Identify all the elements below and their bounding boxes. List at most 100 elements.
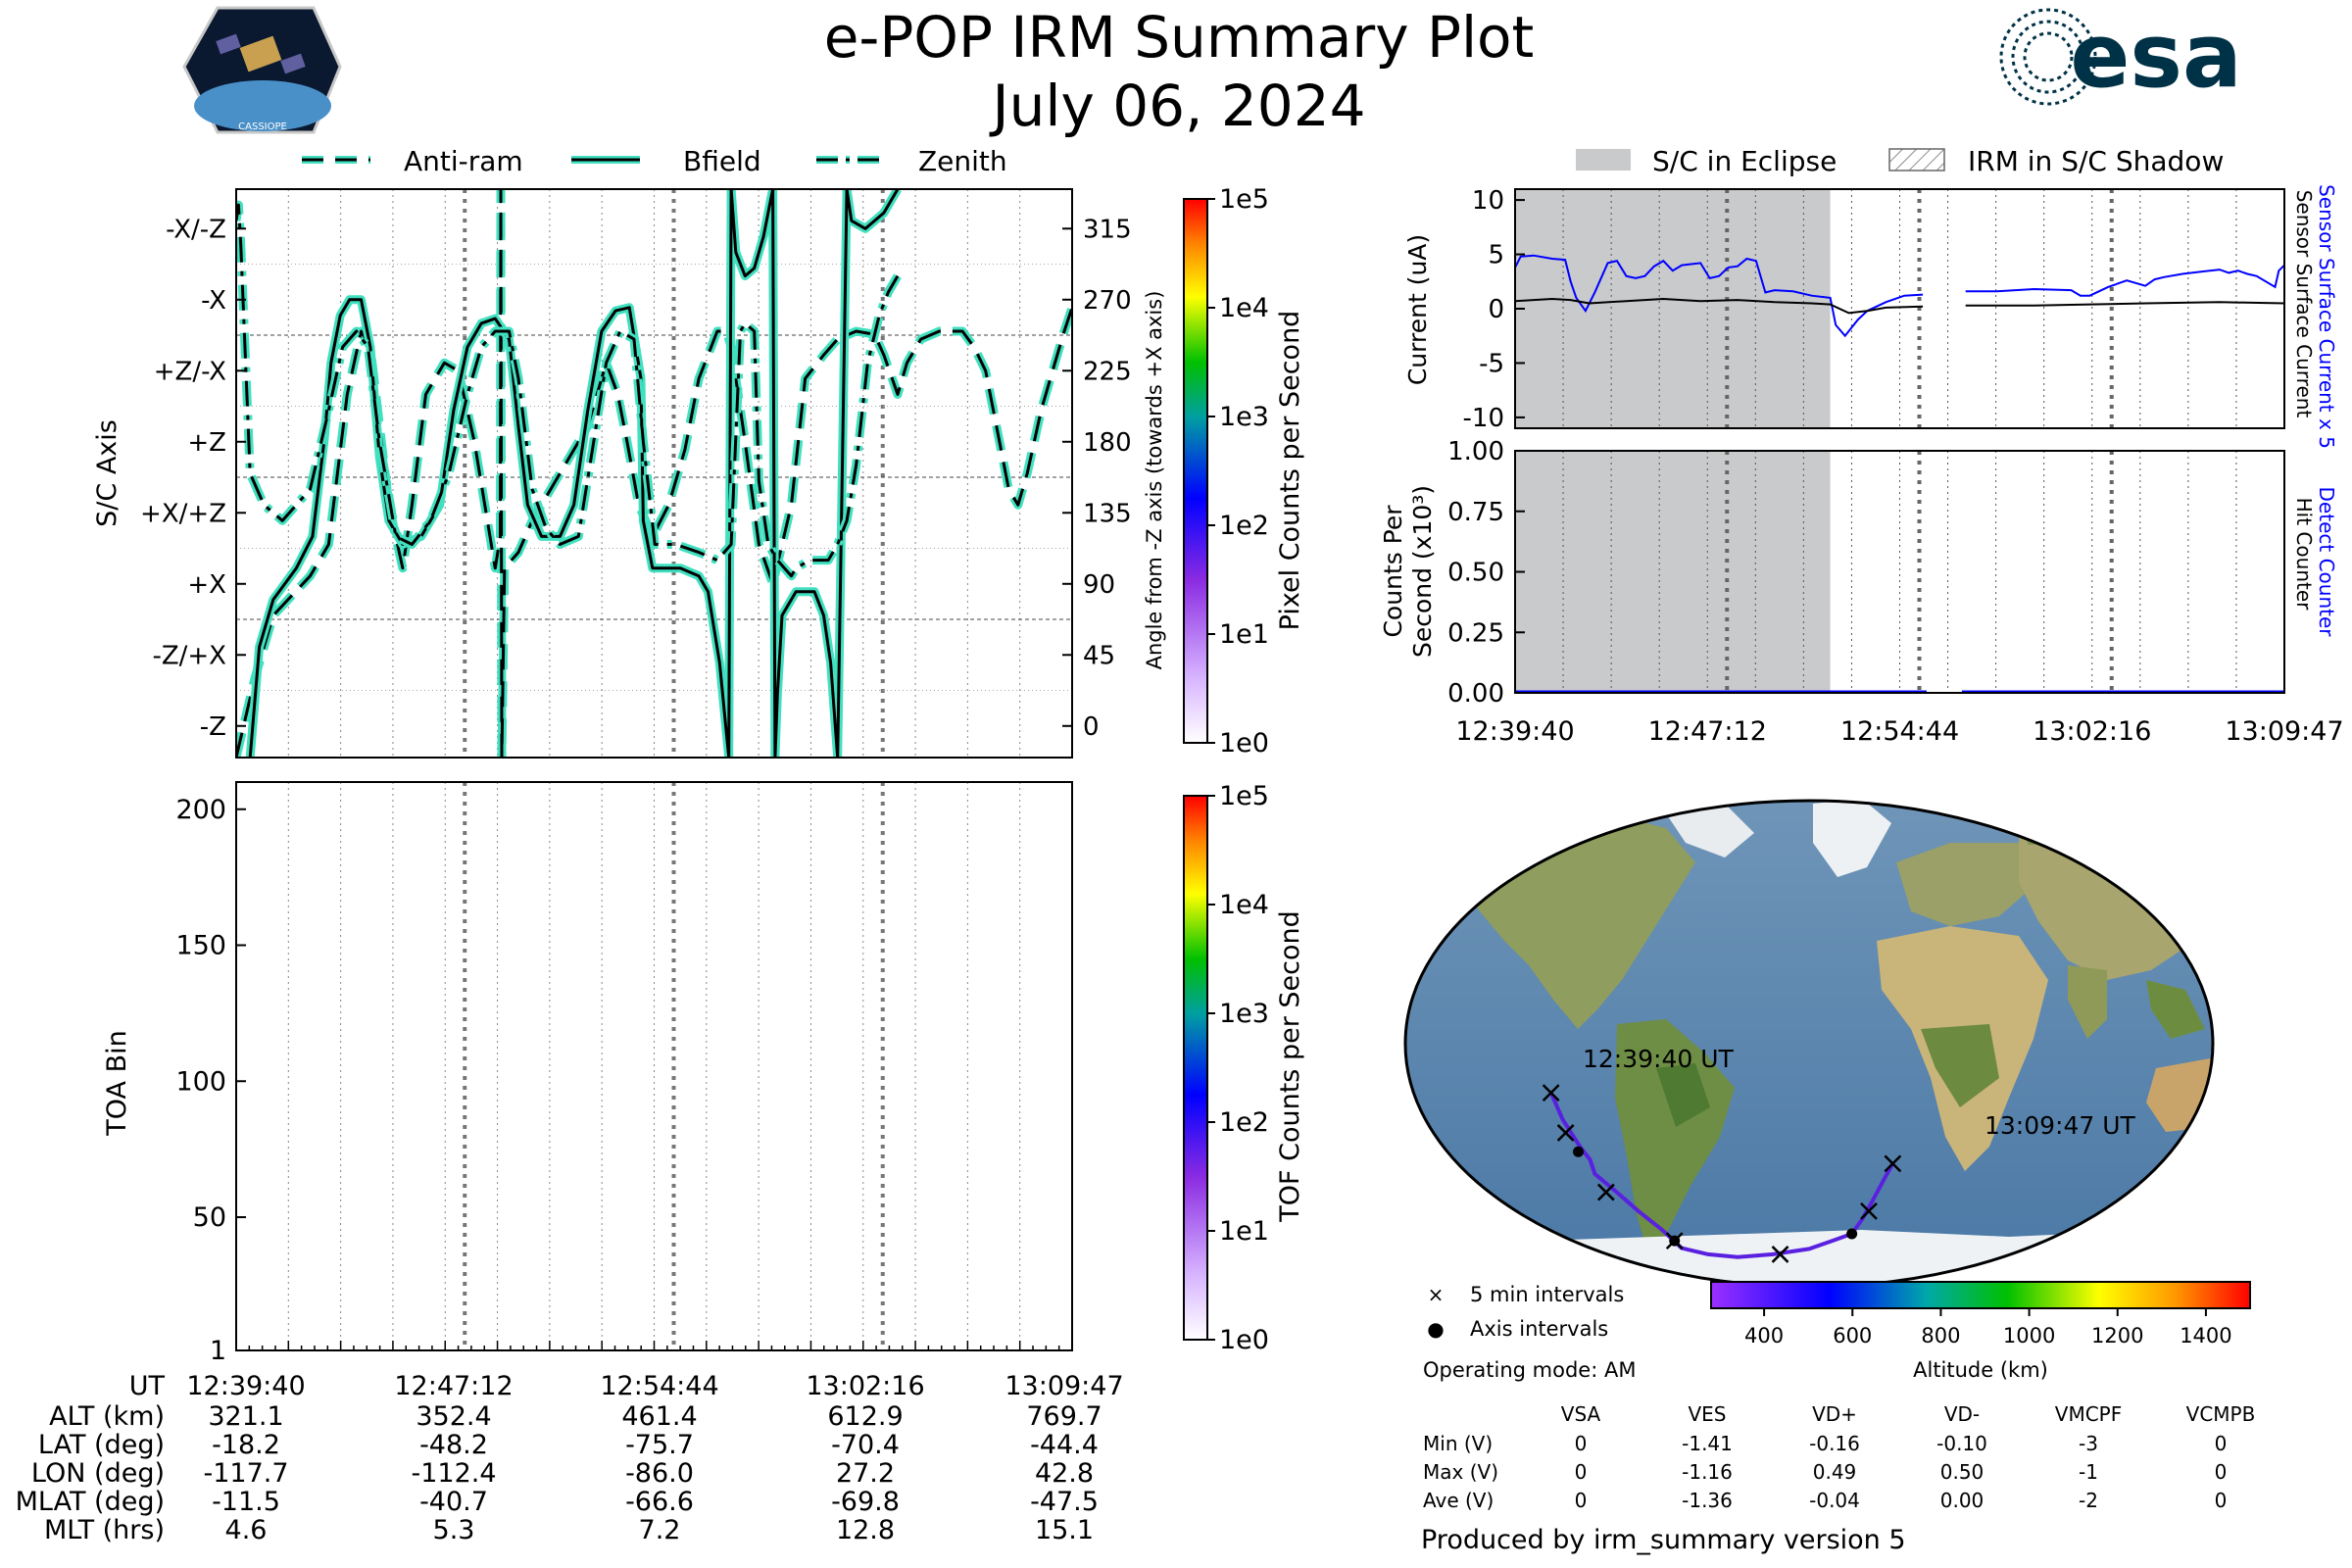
toa-tick-label: 50 (193, 1202, 226, 1233)
five-min-marker (1542, 1084, 1560, 1102)
five-min-marker-symbol: × (1428, 1283, 1445, 1306)
tof-colorbar: 1e0 1e1 1e2 1e3 1e4 1e5 TOF Counts per Second (1183, 781, 1305, 1355)
axis-marker-label: Axis intervals (1470, 1317, 1608, 1341)
sc-axis-left-tick-label: -X (201, 286, 226, 316)
counts-tick-label: 1.00 (1447, 437, 1504, 466)
ephemeris-cell: -86.0 (625, 1458, 694, 1489)
colorbar-tick-label: 1e2 (1219, 511, 1269, 541)
axis-marker-symbol: ● (1427, 1317, 1444, 1341)
colorbar-tick-label: 1e1 (1219, 1216, 1269, 1247)
sc-axis-right-ticks: 315 270 225 180 135 90 45 0 (1062, 215, 1132, 742)
ephemeris-cell: -47.5 (1030, 1487, 1099, 1517)
map-legend: × 5 min intervals ● Axis intervals Opera… (1423, 1283, 1636, 1382)
voltage-cell: 0.00 (1940, 1489, 1984, 1512)
ephemeris-cell: -44.4 (1030, 1430, 1099, 1460)
five-min-marker-label: 5 min intervals (1470, 1283, 1624, 1306)
ephemeris-cell: 12:54:44 (600, 1371, 718, 1401)
ephemeris-cell: 13:02:16 (806, 1371, 924, 1401)
map-start-label: 12:39:40 UT (1583, 1045, 1735, 1073)
legend-top-left: Anti-ram Bfield Zenith (302, 145, 1007, 177)
current-ylabel: Current (uA) (1403, 234, 1432, 385)
ephemeris-row-label: LAT (deg) (38, 1430, 165, 1460)
series-anti-ram-line (236, 189, 1072, 758)
ephemeris-cell: 461.4 (621, 1401, 697, 1432)
ephemeris-cell: -70.4 (831, 1430, 900, 1460)
world-map: 12:39:40 UT 13:09:47 UT (1403, 799, 2215, 1289)
colorbar-tick-label: 1e4 (1219, 293, 1269, 323)
ephemeris-cell: 27.2 (836, 1458, 895, 1489)
series-zenith-line (236, 203, 900, 578)
voltage-cell: -2 (2079, 1489, 2098, 1512)
operating-mode: Operating mode: AM (1423, 1358, 1636, 1382)
five-min-marker (1596, 1183, 1615, 1201)
pixel-colorbar-ticks: 1e0 1e1 1e2 1e3 1e4 1e5 (1207, 184, 1269, 759)
ephemeris-cell: 352.4 (416, 1401, 491, 1432)
voltage-row-label: Ave (V) (1423, 1489, 1494, 1512)
page-title: e-POP IRM Summary Plot (824, 4, 1535, 71)
legend-label-zenith: Zenith (918, 145, 1007, 177)
pixel-colorbar-label: Pixel Counts per Second (1275, 311, 1305, 631)
voltage-cell: 0 (2215, 1489, 2228, 1512)
current-tick-label: 0 (1488, 295, 1504, 324)
counts-tick-label: 0.75 (1447, 498, 1504, 527)
tof-colorbar-ticks: 1e0 1e1 1e2 1e3 1e4 1e5 (1207, 781, 1269, 1355)
sc-axis-left-tick-label: -X/-Z (166, 215, 226, 244)
mission-logo-label: CASSIOPE (238, 122, 287, 132)
counts-xtick-label: 12:39:40 (1455, 716, 1574, 747)
counts-tick-label: 0.25 (1447, 618, 1504, 648)
altitude-tick-label: 1200 (2091, 1324, 2143, 1348)
sc-axis-ylabel: S/C Axis (92, 419, 122, 527)
altitude-tick-label: 1400 (2180, 1324, 2231, 1348)
ephemeris-cell: -18.2 (212, 1430, 280, 1460)
voltage-table: VSA VES VD+ VD- VMCPF VCMPB Min (V) 0 -1.41 -0.16… (1423, 1402, 2255, 1512)
current-series (1515, 254, 2284, 338)
pixel-colorbar: 1e0 1e1 1e2 1e3 1e4 1e5 Pixel Counts per Seco… (1183, 184, 1305, 759)
colorbar-tick-label: 1e5 (1219, 184, 1269, 215)
altitude-colorbar: 400 600 800 1000 1200 1400 Altitude (km) (1710, 1281, 2251, 1382)
ephemeris-cell: 15.1 (1035, 1515, 1094, 1545)
ephemeris-cell: -66.6 (625, 1487, 694, 1517)
sc-axis-panel: -X/-Z -X +Z/-X +Z +X/+Z +X -Z/+X -Z 315 270 225 18… (92, 188, 1166, 759)
map-end-label: 13:09:47 UT (1984, 1111, 2136, 1140)
five-min-marker (1860, 1201, 1878, 1220)
voltage-cell: 0 (1575, 1432, 1588, 1455)
voltage-cell: -0.16 (1809, 1432, 1860, 1455)
sc-axis-left-tick-label: +Z/-X (154, 357, 226, 386)
sc-axis-right-tick-label: 270 (1083, 286, 1132, 316)
colorbar-tick-label: 1e3 (1219, 402, 1269, 432)
sc-axis-right-tick-label: 180 (1083, 428, 1132, 458)
axis-interval-marker (1846, 1228, 1858, 1240)
ephemeris-row-label: UT (129, 1371, 166, 1401)
five-min-marker (1556, 1124, 1575, 1142)
toa-tick-label: 100 (175, 1066, 226, 1097)
ephemeris-cell: -40.7 (419, 1487, 488, 1517)
voltage-col-header: VD- (1944, 1402, 1980, 1426)
ephemeris-row-label: ALT (km) (49, 1401, 165, 1432)
colorbar-tick-label: 1e1 (1219, 619, 1269, 650)
current-grid (1562, 189, 2237, 428)
orbit-track (1542, 1084, 1902, 1263)
ephemeris-cell: 7.2 (639, 1515, 681, 1545)
counts-xtick-label: 13:02:16 (2033, 716, 2151, 747)
sc-axis-left-tick-label: -Z/+X (152, 641, 226, 670)
sc-axis-left-ticks: -X/-Z -X +Z/-X +Z +X/+Z +X -Z/+X -Z (140, 215, 246, 742)
altitude-colorbar-label: Altitude (km) (1913, 1358, 2048, 1382)
counts-xtick-label: 12:47:12 (1648, 716, 1767, 747)
colorbar-tick-label: 1e3 (1219, 999, 1269, 1029)
voltage-cell: 0 (2215, 1460, 2228, 1484)
altitude-colorbar-ticks: 400 600 800 1000 1200 1400 (1744, 1308, 2232, 1348)
ephemeris-cell: 769.7 (1026, 1401, 1102, 1432)
ephemeris-cell: 12.8 (836, 1515, 895, 1545)
voltage-row-label: Max (V) (1423, 1460, 1498, 1484)
agency-logo-text: esa (2070, 5, 2241, 108)
voltage-cell: 0.49 (1813, 1460, 1857, 1484)
altitude-tick-label: 600 (1833, 1324, 1872, 1348)
voltage-col-header: VMCPF (2055, 1402, 2122, 1426)
current-right-label-2: Sensor Surface Current (2292, 190, 2316, 418)
sc-axis-right-tick-label: 90 (1083, 570, 1115, 600)
sc-axis-ylabel-right: Angle from -Z axis (towards +X axis) (1143, 291, 1166, 670)
voltage-col-header: VD+ (1812, 1402, 1857, 1426)
agency-logo: esa (1999, 5, 2242, 108)
